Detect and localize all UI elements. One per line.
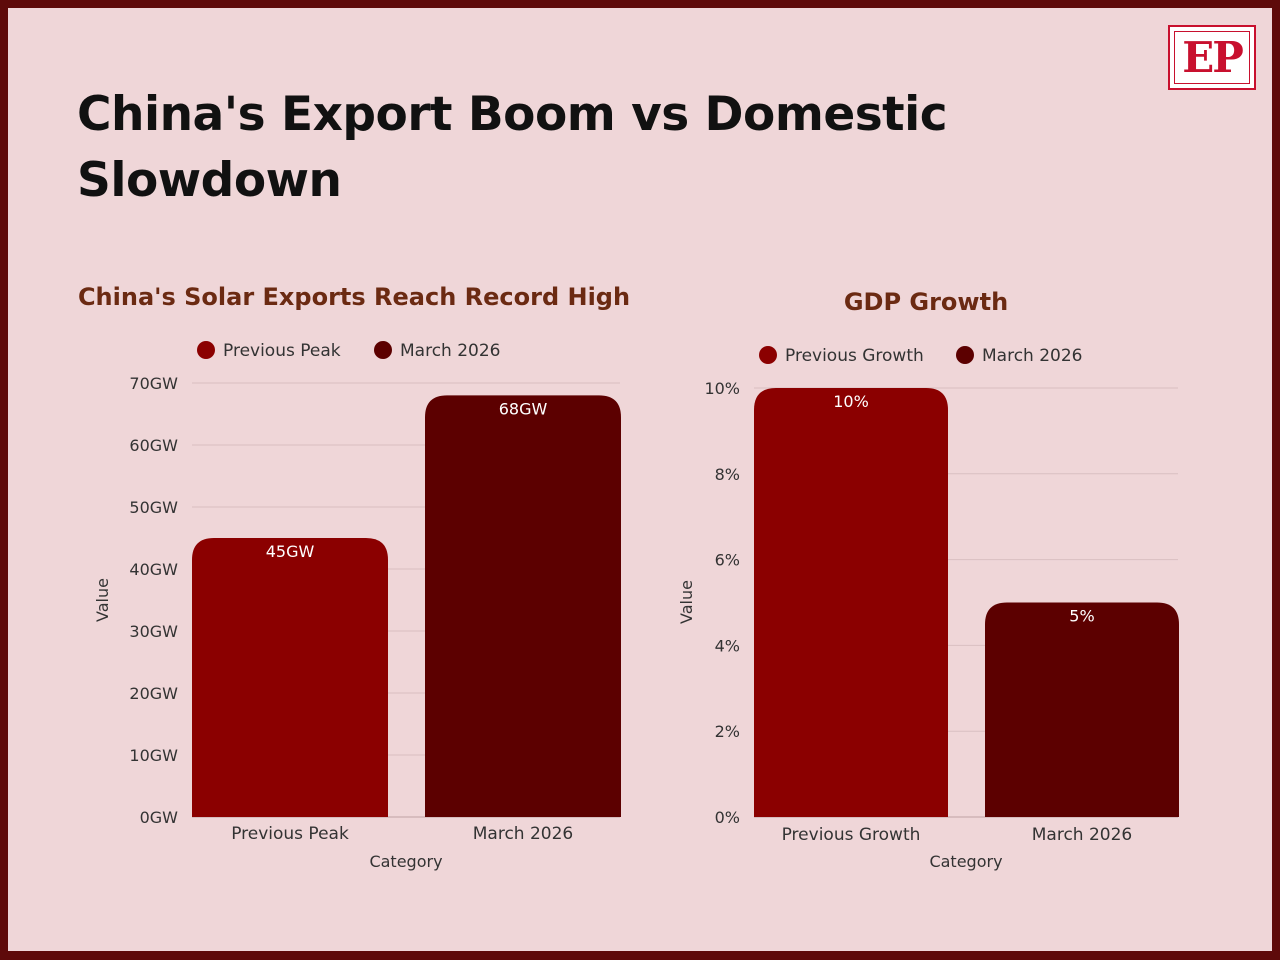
chart1-x-category-label: Previous Peak [231,824,349,844]
chart1-x-category-label: March 2026 [473,824,574,844]
page-title: China's Export Boom vs Domestic Slowdown [77,87,948,208]
chart2-legend-marker [759,346,777,364]
chart1-y-tick-label: 50GW [129,498,178,517]
chart2-y-tick-label: 10% [704,379,740,398]
chart1-y-tick-label: 20GW [129,684,178,703]
chart2-legend-marker [956,346,974,364]
chart2-y-tick-label: 0% [715,808,740,827]
chart2-y-tick-label: 8% [715,465,740,484]
chart1-x-axis-title: Category [369,852,442,871]
ep-logo: EP [1168,25,1256,90]
chart2-bar [754,388,948,817]
chart2-bar [985,602,1179,817]
chart2-y-axis-title: Value [677,580,696,624]
chart1-bar-value-label: 45GW [266,542,315,561]
chart1-legend-label: Previous Peak [223,341,341,361]
chart1-legend-label: March 2026 [400,341,501,361]
chart1-legend-marker [197,341,215,359]
chart1-title: China's Solar Exports Reach Record High [78,283,630,311]
chart1-y-axis-title: Value [93,578,112,622]
chart2-legend-label: March 2026 [982,346,1083,366]
chart2-bar-value-label: 10% [833,392,869,411]
chart1-bar-value-label: 68GW [499,399,548,418]
chart1-legend-marker [374,341,392,359]
chart1-y-tick-label: 30GW [129,622,178,641]
chart1-y-tick-label: 70GW [129,374,178,393]
chart2-bar-value-label: 5% [1069,607,1094,626]
chart2-x-axis-title: Category [929,852,1002,871]
chart1-y-tick-label: 0GW [140,808,179,827]
chart2-legend-label: Previous Growth [785,346,924,366]
chart2-y-tick-label: 6% [715,551,740,570]
chart1-y-tick-label: 40GW [129,560,178,579]
ep-logo-text: EP [1174,31,1250,84]
chart1-bar [192,538,388,817]
chart2-title: GDP Growth [844,288,1008,316]
chart2-y-tick-label: 2% [715,722,740,741]
chart1-bar [425,395,621,817]
chart1-y-tick-label: 10GW [129,746,178,765]
chart2-y-tick-label: 4% [715,636,740,655]
chart2-x-category-label: March 2026 [1032,825,1133,845]
chart2-x-category-label: Previous Growth [782,825,921,845]
chart1-y-tick-label: 60GW [129,436,178,455]
